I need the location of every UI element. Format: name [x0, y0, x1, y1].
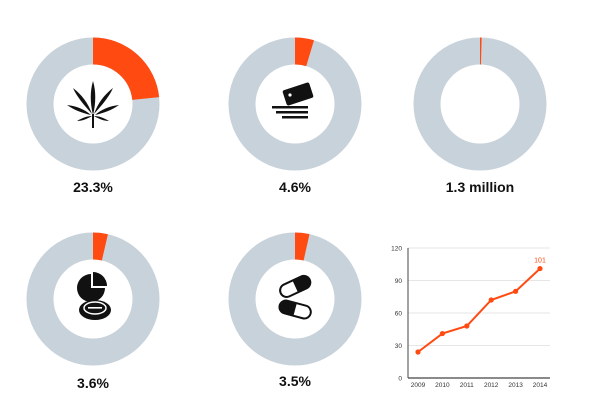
capsules-icon — [278, 274, 312, 320]
donut-panel-cannabis: 23.3% — [26, 37, 160, 212]
donut-chart — [413, 37, 547, 171]
donut-panel-cocaine: 4.6% — [228, 37, 362, 212]
line-chart-x-ticks: 2009 2010 2011 2012 2013 2014 — [411, 382, 548, 389]
donut-value-label: 23.3% — [73, 179, 113, 195]
y-tick-label: 0 — [398, 376, 402, 383]
donut-chart — [228, 232, 362, 366]
donut-panel-total: 1.3 million — [413, 37, 547, 212]
line-point — [513, 288, 519, 294]
line-series — [417, 267, 541, 353]
line-annotation: 101 — [534, 258, 546, 265]
donut-panel-capsules: 3.5% — [228, 232, 362, 397]
donut-value-label: 3.5% — [279, 373, 311, 389]
cannabis-leaf-icon — [67, 81, 119, 128]
x-tick-label: 2011 — [460, 382, 474, 389]
donut-chart — [26, 232, 160, 366]
x-tick-label: 2009 — [411, 382, 426, 389]
x-tick-label: 2010 — [435, 382, 450, 389]
donut-slice — [26, 37, 160, 171]
donut-chart — [26, 37, 160, 171]
donut-track — [413, 37, 547, 171]
donut-panel-pills: 3.6% — [26, 232, 160, 397]
line-chart: 0 30 60 90 120 2009 2010 2011 2012 2013 2014 101 — [391, 246, 550, 389]
x-tick-label: 2013 — [508, 382, 523, 389]
x-tick-label: 2012 — [484, 382, 499, 389]
y-tick-label: 60 — [395, 311, 403, 318]
pill-and-tablet-icon — [77, 272, 111, 320]
donut-slice — [26, 232, 160, 366]
line-point — [439, 330, 445, 337]
line-point — [464, 323, 470, 329]
y-tick-label: 90 — [395, 278, 403, 285]
donut-slice — [228, 232, 362, 366]
donut-value-label: 4.6% — [279, 179, 311, 195]
line-point — [488, 297, 494, 303]
donut-value-label: 3.6% — [77, 375, 109, 391]
donut-slice — [413, 37, 547, 171]
line-point — [415, 349, 421, 355]
y-tick-label: 30 — [395, 343, 403, 350]
donut-slice — [228, 37, 362, 171]
x-tick-label: 2014 — [533, 382, 548, 389]
donut-chart — [228, 37, 362, 171]
cocaine-line-icon — [272, 82, 314, 119]
line-chart-grid — [407, 247, 550, 379]
y-tick-label: 120 — [391, 246, 402, 253]
line-points — [415, 265, 543, 355]
line-point — [537, 265, 543, 272]
line-chart-y-ticks: 0 30 60 90 120 — [391, 246, 402, 383]
donut-value-label: 1.3 million — [445, 179, 515, 195]
